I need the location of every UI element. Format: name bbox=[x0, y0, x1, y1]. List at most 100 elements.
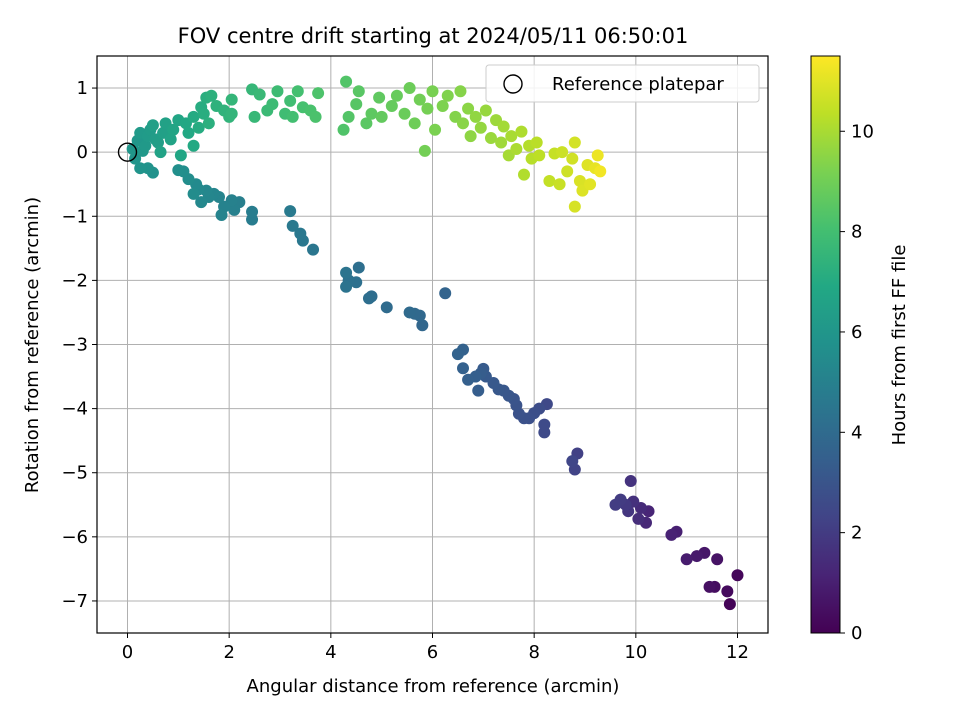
data-point bbox=[154, 146, 167, 159]
data-point bbox=[307, 243, 320, 256]
data-point bbox=[515, 125, 528, 138]
data-point bbox=[340, 75, 353, 88]
data-point bbox=[152, 136, 164, 149]
legend-box bbox=[485, 64, 760, 103]
data-point bbox=[533, 149, 546, 162]
data-point bbox=[403, 82, 416, 95]
y-tick-label: 1 bbox=[77, 78, 88, 99]
x-tick-label: 10 bbox=[624, 642, 647, 663]
data-point bbox=[416, 319, 429, 332]
data-point bbox=[225, 107, 238, 120]
data-point bbox=[609, 498, 622, 511]
y-tick-label: −3 bbox=[61, 335, 88, 356]
y-tick-label: −1 bbox=[61, 206, 88, 227]
data-point bbox=[205, 89, 218, 102]
chart-title: FOV centre drift starting at 2024/05/11 … bbox=[178, 24, 689, 48]
data-point bbox=[312, 87, 325, 100]
y-tick-label: −5 bbox=[61, 463, 88, 484]
data-point bbox=[373, 91, 386, 104]
data-point bbox=[139, 139, 152, 152]
data-point bbox=[721, 585, 734, 598]
data-point bbox=[286, 219, 299, 232]
data-point bbox=[464, 130, 477, 143]
data-point bbox=[284, 205, 297, 218]
data-point bbox=[352, 261, 365, 274]
colorbar-tick-label: 2 bbox=[851, 523, 862, 544]
colorbar bbox=[810, 55, 841, 634]
y-axis-label: Rotation from reference (arcmin) bbox=[22, 197, 43, 493]
data-point bbox=[380, 301, 393, 314]
data-point bbox=[385, 100, 398, 113]
data-point bbox=[398, 107, 411, 120]
x-tick-label: 6 bbox=[427, 642, 438, 663]
data-point bbox=[360, 117, 373, 130]
data-point bbox=[426, 85, 439, 98]
data-point bbox=[215, 208, 228, 221]
x-tick-label: 2 bbox=[223, 642, 234, 663]
data-point bbox=[568, 136, 581, 149]
data-point bbox=[484, 132, 497, 145]
data-point bbox=[291, 85, 304, 98]
data-point bbox=[352, 85, 365, 98]
data-point bbox=[497, 120, 510, 133]
data-point bbox=[538, 418, 551, 431]
data-point bbox=[134, 162, 147, 175]
data-point bbox=[284, 94, 297, 107]
colorbar-label: Hours from first FF file bbox=[889, 245, 910, 446]
legend-label-reference: Reference platepar bbox=[552, 74, 724, 95]
data-point bbox=[556, 146, 569, 159]
data-point bbox=[462, 373, 475, 386]
data-point bbox=[479, 104, 492, 117]
data-point bbox=[472, 384, 485, 397]
data-point bbox=[510, 142, 523, 155]
data-point bbox=[439, 287, 452, 300]
data-point bbox=[172, 164, 185, 177]
data-point bbox=[146, 119, 159, 132]
data-point bbox=[350, 98, 363, 111]
data-point bbox=[731, 569, 744, 582]
data-point bbox=[362, 292, 375, 305]
colorbar-ticks: 0 2 4 6 8 10 bbox=[840, 121, 874, 644]
data-point bbox=[192, 121, 205, 134]
data-point bbox=[286, 110, 299, 123]
data-point bbox=[518, 168, 530, 181]
data-point bbox=[246, 205, 259, 218]
data-point bbox=[248, 110, 261, 123]
data-point bbox=[543, 175, 556, 188]
data-point bbox=[680, 553, 693, 566]
data-point bbox=[703, 580, 716, 593]
data-point bbox=[182, 126, 195, 139]
y-tick-label: −7 bbox=[61, 591, 88, 612]
data-point bbox=[505, 130, 518, 143]
data-point bbox=[375, 110, 388, 123]
data-point bbox=[457, 117, 469, 130]
x-axis-ticks: 0 2 4 6 8 10 12 bbox=[122, 633, 749, 663]
data-point bbox=[174, 149, 187, 162]
x-tick-label: 12 bbox=[726, 642, 749, 663]
legend: Reference platepar bbox=[485, 64, 760, 103]
data-point bbox=[594, 165, 607, 178]
data-point bbox=[129, 152, 142, 165]
data-point bbox=[253, 88, 266, 101]
data-point bbox=[403, 306, 416, 319]
data-point bbox=[187, 139, 200, 152]
data-point bbox=[225, 93, 238, 106]
data-point bbox=[591, 149, 604, 162]
data-point bbox=[413, 93, 426, 106]
data-point bbox=[187, 110, 200, 123]
data-point bbox=[309, 110, 322, 123]
data-point bbox=[436, 100, 449, 113]
data-point bbox=[408, 117, 421, 130]
data-point bbox=[342, 110, 355, 123]
data-point bbox=[454, 85, 467, 98]
colorbar-tick-label: 4 bbox=[851, 422, 862, 443]
scatter-points bbox=[126, 75, 744, 611]
reference-marker bbox=[117, 142, 138, 162]
y-tick-label: −6 bbox=[61, 527, 88, 548]
x-tick-label: 8 bbox=[528, 642, 539, 663]
data-point bbox=[187, 187, 200, 200]
data-point bbox=[462, 102, 475, 115]
data-point bbox=[723, 598, 736, 611]
colorbar-tick-label: 6 bbox=[851, 322, 862, 343]
data-point bbox=[566, 455, 579, 468]
